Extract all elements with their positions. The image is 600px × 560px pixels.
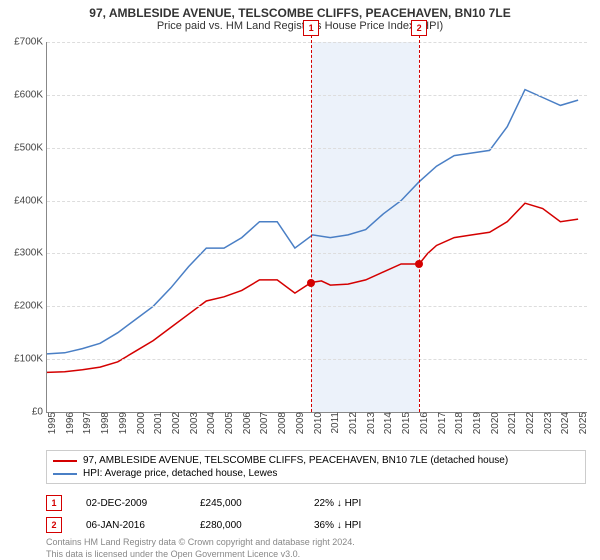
x-tick-label: 2025: [575, 412, 589, 434]
x-tick-label: 2007: [256, 412, 270, 434]
x-tick-label: 2000: [133, 412, 147, 434]
event-price: £280,000: [200, 520, 290, 531]
event-delta: 22% ↓ HPI: [314, 498, 404, 509]
legend-swatch: [53, 473, 77, 475]
x-tick-label: 2016: [416, 412, 430, 434]
event-price: £245,000: [200, 498, 290, 509]
event-dot: [415, 260, 423, 268]
x-tick-label: 2011: [327, 412, 341, 434]
series-property: [47, 203, 578, 372]
x-tick-label: 2006: [239, 412, 253, 434]
x-tick-label: 2008: [274, 412, 288, 434]
chart-title: 97, AMBLESIDE AVENUE, TELSCOMBE CLIFFS, …: [0, 0, 600, 20]
gridline-horizontal: [47, 148, 587, 149]
gridline-horizontal: [47, 95, 587, 96]
x-tick-label: 2017: [434, 412, 448, 434]
event-dot: [307, 279, 315, 287]
footer-line-1: Contains HM Land Registry data © Crown c…: [46, 536, 586, 548]
footer-line-2: This data is licensed under the Open Gov…: [46, 548, 586, 560]
y-tick-label: £100K: [14, 354, 47, 365]
line-series-svg: [47, 42, 587, 412]
x-tick-label: 2022: [522, 412, 536, 434]
gridline-horizontal: [47, 359, 587, 360]
x-tick-label: 2002: [168, 412, 182, 434]
series-hpi: [47, 90, 578, 354]
footer-attribution: Contains HM Land Registry data © Crown c…: [46, 536, 586, 560]
y-tick-label: £400K: [14, 195, 47, 206]
x-tick-label: 2023: [540, 412, 554, 434]
plot-area: £0£100K£200K£300K£400K£500K£600K£700K199…: [46, 42, 587, 413]
legend-swatch: [53, 460, 77, 462]
event-table-row: 1 02-DEC-2009 £245,000 22% ↓ HPI: [46, 492, 586, 514]
x-tick-label: 2009: [292, 412, 306, 434]
legend-row: HPI: Average price, detached house, Lewe…: [53, 467, 579, 480]
x-tick-label: 2010: [310, 412, 324, 434]
gridline-horizontal: [47, 201, 587, 202]
event-table-row: 2 06-JAN-2016 £280,000 36% ↓ HPI: [46, 514, 586, 536]
x-tick-label: 2005: [221, 412, 235, 434]
x-tick-label: 2001: [150, 412, 164, 434]
x-tick-label: 1999: [115, 412, 129, 434]
x-tick-label: 2020: [487, 412, 501, 434]
y-tick-label: £200K: [14, 301, 47, 312]
chart-container: 97, AMBLESIDE AVENUE, TELSCOMBE CLIFFS, …: [0, 0, 600, 560]
event-badge: 1: [303, 20, 319, 36]
event-marker-line: [311, 30, 312, 412]
event-delta: 36% ↓ HPI: [314, 520, 404, 531]
gridline-horizontal: [47, 306, 587, 307]
x-tick-label: 1995: [44, 412, 58, 434]
x-tick-label: 2021: [504, 412, 518, 434]
event-badge: 2: [411, 20, 427, 36]
event-marker-line: [419, 30, 420, 412]
y-tick-label: £500K: [14, 142, 47, 153]
events-table: 1 02-DEC-2009 £245,000 22% ↓ HPI 2 06-JAN-201…: [46, 492, 586, 536]
legend-row: 97, AMBLESIDE AVENUE, TELSCOMBE CLIFFS, …: [53, 454, 579, 467]
x-tick-label: 2003: [186, 412, 200, 434]
x-tick-label: 2019: [469, 412, 483, 434]
chart-subtitle: Price paid vs. HM Land Registry's House …: [0, 20, 600, 36]
event-table-badge: 2: [46, 517, 62, 533]
y-tick-label: £700K: [14, 37, 47, 48]
x-tick-label: 1997: [79, 412, 93, 434]
x-tick-label: 2012: [345, 412, 359, 434]
legend-label: 97, AMBLESIDE AVENUE, TELSCOMBE CLIFFS, …: [83, 455, 508, 466]
x-tick-label: 1998: [97, 412, 111, 434]
x-tick-label: 2004: [203, 412, 217, 434]
event-date: 06-JAN-2016: [86, 520, 176, 531]
x-tick-label: 2015: [398, 412, 412, 434]
x-tick-label: 2018: [451, 412, 465, 434]
y-tick-label: £600K: [14, 89, 47, 100]
y-tick-label: £300K: [14, 248, 47, 259]
legend-box: 97, AMBLESIDE AVENUE, TELSCOMBE CLIFFS, …: [46, 450, 586, 484]
event-date: 02-DEC-2009: [86, 498, 176, 509]
gridline-horizontal: [47, 42, 587, 43]
legend-label: HPI: Average price, detached house, Lewe…: [83, 468, 277, 479]
event-table-badge: 1: [46, 495, 62, 511]
x-tick-label: 2013: [363, 412, 377, 434]
x-tick-label: 2014: [380, 412, 394, 434]
x-tick-label: 1996: [62, 412, 76, 434]
x-tick-label: 2024: [557, 412, 571, 434]
gridline-horizontal: [47, 253, 587, 254]
